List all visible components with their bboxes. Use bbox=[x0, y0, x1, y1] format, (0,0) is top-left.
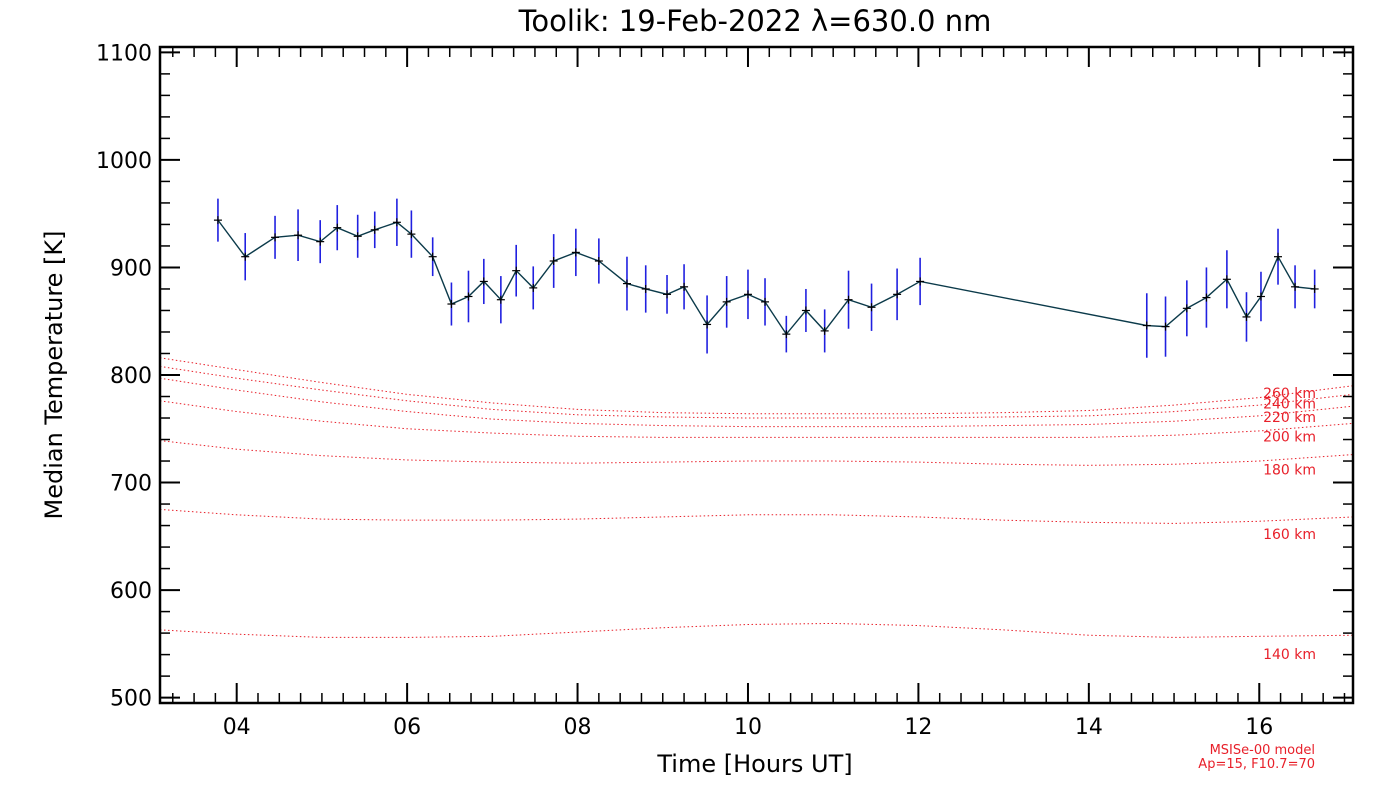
data-point bbox=[782, 330, 791, 339]
data-point bbox=[820, 326, 829, 335]
data-point bbox=[333, 223, 342, 232]
data-point bbox=[622, 279, 631, 288]
data-point bbox=[1222, 275, 1231, 284]
data-point bbox=[1142, 321, 1151, 330]
model-curve-label: 200 km bbox=[1263, 429, 1316, 445]
data-point bbox=[464, 292, 473, 301]
y-tick-label: 700 bbox=[110, 472, 152, 497]
data-point bbox=[893, 290, 902, 299]
data-point bbox=[703, 320, 712, 329]
data-point bbox=[1182, 304, 1191, 313]
data-point bbox=[496, 295, 505, 304]
data-point bbox=[663, 290, 672, 299]
x-axis-label: Time [Hours UT] bbox=[656, 750, 852, 778]
y-tick-label: 900 bbox=[110, 256, 152, 281]
model-name-label: MSISe-00 model bbox=[1210, 743, 1315, 758]
data-point bbox=[743, 290, 752, 299]
data-point bbox=[271, 233, 280, 242]
data-point bbox=[916, 277, 925, 286]
data-point bbox=[641, 284, 650, 293]
model-curve bbox=[159, 622, 1354, 638]
data-point bbox=[316, 237, 325, 246]
x-tick-label: 16 bbox=[1245, 715, 1273, 740]
data-point bbox=[294, 231, 303, 240]
data-point bbox=[512, 266, 521, 275]
x-tick-label: 14 bbox=[1075, 715, 1103, 740]
data-point bbox=[680, 282, 689, 291]
model-curve bbox=[159, 377, 1354, 428]
data-point bbox=[1256, 292, 1265, 301]
x-tick-label: 06 bbox=[393, 715, 421, 740]
model-params-label: Ap=15, F10.7=70 bbox=[1198, 757, 1315, 772]
data-point bbox=[370, 225, 379, 234]
data-point bbox=[428, 252, 437, 261]
data-point bbox=[571, 248, 580, 257]
y-tick-label: 800 bbox=[110, 364, 152, 389]
y-axis-label: Median Temperature [K] bbox=[40, 230, 68, 519]
model-curve bbox=[159, 440, 1354, 466]
axes: 500 600 700 800 900 1000 1100 04 06 08 10 12 14 16 bbox=[96, 41, 1353, 740]
model-curve bbox=[159, 365, 1354, 419]
data-point bbox=[241, 252, 250, 261]
x-tick-label: 08 bbox=[564, 715, 592, 740]
data-point bbox=[1242, 312, 1251, 321]
model-curve bbox=[159, 400, 1354, 438]
data-point bbox=[407, 230, 416, 239]
chart-title: Toolik: 19-Feb-2022 λ=630.0 nm bbox=[518, 4, 992, 38]
plot-frame bbox=[158, 45, 1355, 705]
data-point bbox=[594, 257, 603, 266]
model-curve-label: 240 km bbox=[1263, 396, 1316, 412]
data-point bbox=[1310, 284, 1319, 293]
data-point bbox=[1161, 322, 1170, 331]
model-curve-label: 220 km bbox=[1263, 410, 1316, 426]
model-curve-label: 160 km bbox=[1263, 527, 1316, 543]
model-curve-label: 180 km bbox=[1263, 463, 1316, 479]
model-curve-label: 140 km bbox=[1263, 647, 1316, 663]
model-curve bbox=[159, 508, 1354, 524]
data-point bbox=[844, 295, 853, 304]
model-curve bbox=[159, 357, 1354, 415]
data-point bbox=[213, 216, 222, 225]
data-point bbox=[722, 297, 731, 306]
data-point bbox=[1274, 252, 1283, 261]
data-point bbox=[353, 232, 362, 241]
data-series bbox=[213, 198, 1319, 358]
data-point bbox=[479, 277, 488, 286]
data-point bbox=[392, 218, 401, 227]
data-point bbox=[549, 257, 558, 266]
data-point bbox=[801, 306, 810, 315]
x-tick-label: 12 bbox=[904, 715, 932, 740]
data-point bbox=[1291, 282, 1300, 291]
x-tick-label: 04 bbox=[223, 715, 251, 740]
data-point bbox=[447, 300, 456, 309]
y-tick-label: 600 bbox=[110, 579, 152, 604]
y-tick-label: 1000 bbox=[96, 149, 152, 174]
data-point bbox=[1202, 293, 1211, 302]
series-line bbox=[217, 219, 1315, 336]
y-tick-label: 1100 bbox=[96, 41, 152, 66]
y-tick-label: 500 bbox=[110, 687, 152, 712]
model-curve-label: 260 km bbox=[1263, 386, 1316, 402]
data-point bbox=[761, 297, 770, 306]
data-point bbox=[529, 283, 538, 292]
x-tick-label: 10 bbox=[734, 715, 762, 740]
data-point bbox=[867, 303, 876, 312]
